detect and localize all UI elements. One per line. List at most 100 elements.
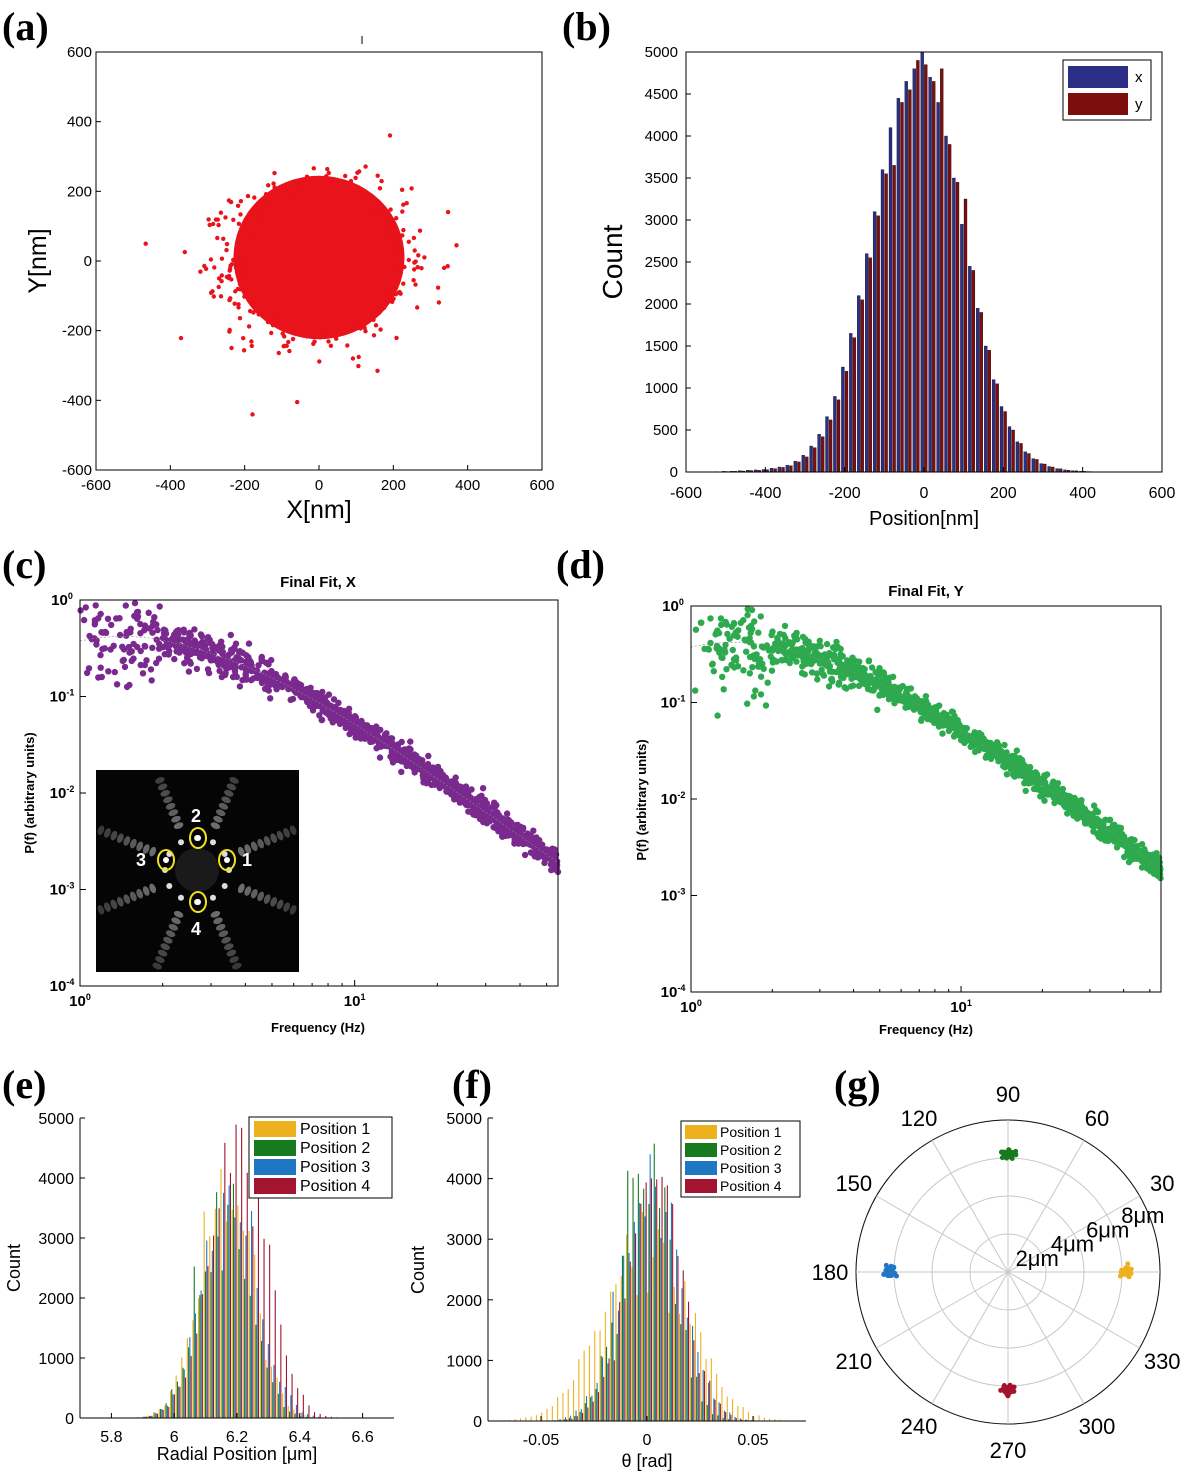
scatter-point — [398, 292, 402, 296]
scatter-point — [238, 212, 242, 216]
psd-point — [714, 712, 720, 718]
psd-point — [738, 620, 744, 626]
y-tick-label-b: 500 — [653, 422, 678, 439]
hist-bar — [196, 1334, 197, 1419]
psd-point — [1151, 871, 1157, 877]
legend-label-e-pos3: Position 3 — [300, 1159, 370, 1176]
psd-point — [977, 741, 983, 747]
polar-radial-label: 8μm — [1121, 1203, 1164, 1228]
psd-point — [93, 602, 99, 608]
hist-bar — [643, 1189, 644, 1421]
hist-bar — [568, 1389, 569, 1421]
psd-point — [528, 849, 534, 855]
scatter-point — [391, 297, 395, 301]
hist-bar — [178, 1386, 179, 1418]
psd-point — [939, 730, 945, 736]
psd-point — [148, 666, 154, 672]
inset-center — [175, 848, 219, 892]
psd-point — [749, 664, 755, 670]
psd-point — [769, 668, 775, 674]
hist-bar — [684, 1281, 685, 1421]
hist-bar — [682, 1288, 683, 1421]
psd-point — [1089, 812, 1095, 818]
psd-point — [548, 861, 554, 867]
psd-point — [905, 697, 911, 703]
hist-bar — [743, 1407, 744, 1421]
scatter-point — [271, 323, 275, 327]
scatter-point — [248, 309, 252, 313]
scatter-point — [415, 305, 419, 309]
hist-bar — [230, 1173, 231, 1418]
hist-bar — [206, 1241, 207, 1419]
scatter-point — [295, 190, 299, 194]
psd-point — [102, 645, 108, 651]
x-tick-exponent: 1 — [360, 992, 365, 1002]
psd-point — [763, 643, 769, 649]
x-axis-label-d: Frequency (Hz) — [879, 1022, 973, 1037]
psd-point — [319, 717, 325, 723]
scatter-point — [325, 167, 329, 171]
psd-point — [126, 682, 132, 688]
psd-point — [263, 660, 269, 666]
bar-y — [805, 457, 808, 472]
psd-point — [726, 636, 732, 642]
bar-y — [789, 466, 792, 472]
hist-bar — [247, 1173, 248, 1418]
psd-point — [107, 646, 113, 652]
scatter-point — [390, 247, 394, 251]
psd-point — [219, 674, 225, 680]
scatter-point — [267, 202, 271, 206]
scatter-point — [402, 265, 406, 269]
inset-diffraction-image: 1 2 3 4 — [96, 770, 299, 972]
psd-point — [231, 645, 237, 651]
psd-point — [254, 675, 260, 681]
hist-bar — [212, 1251, 213, 1418]
psd-point — [718, 654, 724, 660]
hist-bar — [204, 1212, 205, 1418]
bar-x — [873, 212, 876, 472]
y-tick-exponent: -3 — [677, 887, 685, 897]
y-tick-label-b: 2500 — [645, 254, 678, 271]
bar-y — [964, 199, 967, 472]
polar-angle-label: 30 — [1150, 1171, 1174, 1196]
scatter-point — [343, 174, 347, 178]
hist-bar — [699, 1373, 700, 1421]
scatter-point — [293, 329, 297, 333]
scatter-point — [300, 182, 304, 186]
psd-point — [1140, 859, 1146, 865]
scatter-point — [287, 349, 291, 353]
psd-point — [463, 783, 469, 789]
hist-bar — [159, 1409, 160, 1418]
scatter-point — [249, 339, 253, 343]
psd-point — [149, 645, 155, 651]
scatter-point — [446, 210, 450, 214]
legend-label-f-pos1: Position 1 — [720, 1124, 782, 1140]
scatter-point — [407, 258, 411, 262]
polar-spoke — [876, 1196, 1008, 1272]
hist-bar — [700, 1332, 701, 1421]
psd-point — [1037, 787, 1043, 793]
panel-g-polar: 03060901201501802102402703003302μm4μm6μm… — [812, 1082, 1180, 1463]
y-axis-label-e: Count — [4, 1244, 24, 1292]
hist-bar — [167, 1406, 168, 1418]
bar-x — [905, 81, 908, 472]
hist-bar — [250, 1296, 251, 1418]
psd-point — [1051, 800, 1057, 806]
legend-label-y: y — [1135, 96, 1143, 113]
hist-bar — [716, 1374, 717, 1421]
hist-bar — [680, 1324, 681, 1421]
y-tick-label-a: 600 — [67, 44, 92, 61]
scatter-point — [252, 230, 256, 234]
hist-bar — [280, 1325, 281, 1419]
bar-y — [1004, 412, 1007, 473]
psd-point — [728, 662, 734, 668]
scatter-point — [241, 336, 245, 340]
bar-y — [1051, 467, 1054, 472]
scatter-point — [357, 318, 361, 322]
psd-point — [98, 665, 104, 671]
hist-bar — [633, 1178, 634, 1421]
scatter-point — [356, 364, 360, 368]
hist-bar — [584, 1350, 585, 1421]
polar-angle-label: 270 — [990, 1438, 1027, 1463]
